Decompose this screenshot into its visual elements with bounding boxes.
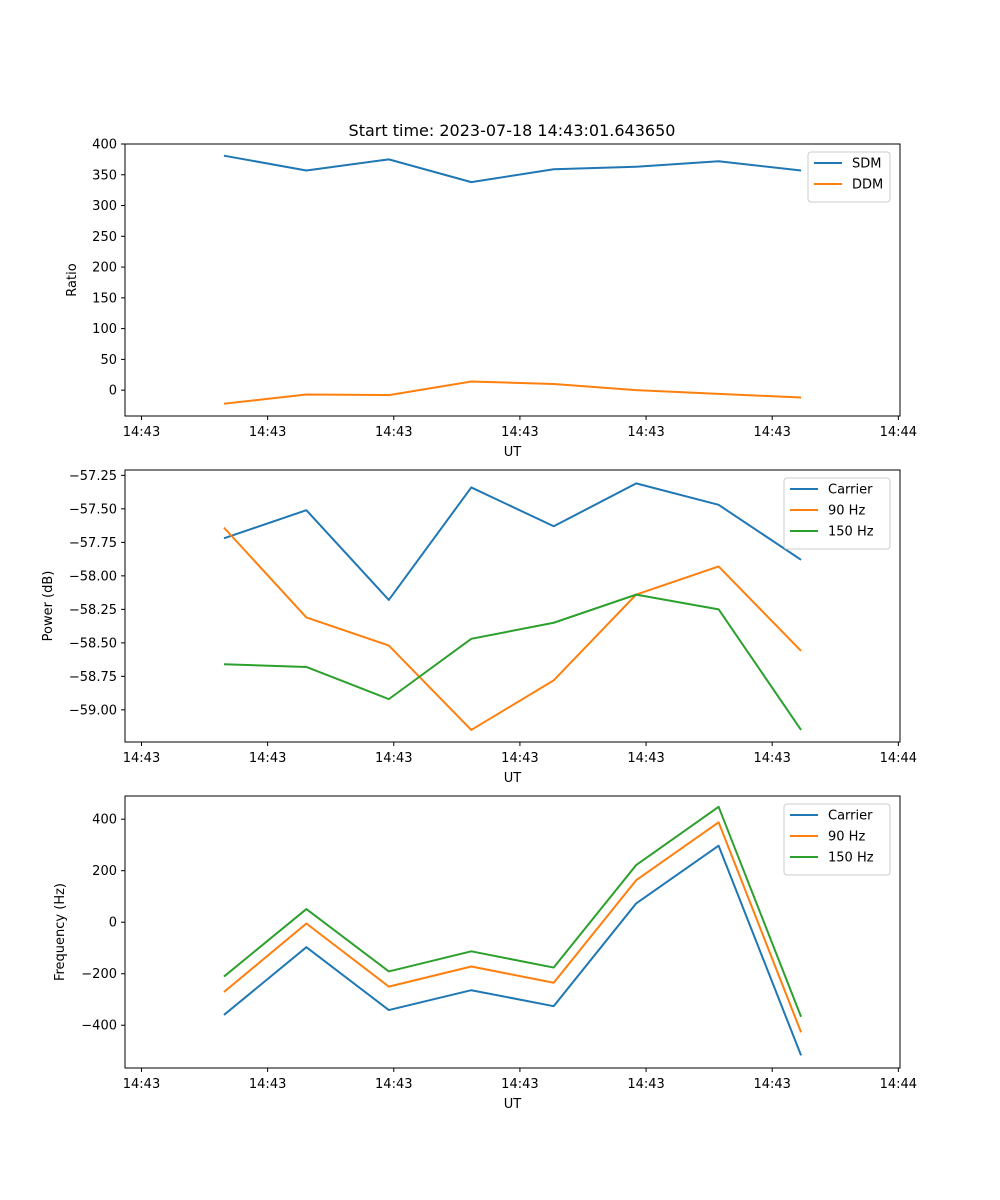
axes-frame <box>124 795 901 1069</box>
x-tick-label: 14:43 <box>375 1077 412 1092</box>
x-tick-label: 14:44 <box>880 1077 917 1092</box>
legend-label: DDM <box>852 178 883 193</box>
x-tick-label: 14:43 <box>753 751 790 766</box>
y-tick-label: 250 <box>92 230 117 245</box>
y-tick-label: −400 <box>81 1019 117 1034</box>
x-tick-label: 14:43 <box>123 1077 160 1092</box>
series-line-150-hz <box>223 593 802 731</box>
y-axis-label: Frequency (Hz) <box>53 883 68 981</box>
y-tick-label: −57.50 <box>69 502 117 517</box>
y-tick-label: 300 <box>92 199 117 214</box>
y-tick-label: 400 <box>92 138 117 153</box>
charts-container: 0 50 100 150 200 250 300 350 400 14:43 14:43 14:43 1… <box>41 138 917 1113</box>
series-line-carrier <box>223 844 802 1056</box>
y-tick-label: 0 <box>109 916 117 931</box>
legend-label: SDM <box>852 157 881 172</box>
y-tick-label: 150 <box>92 291 117 306</box>
y-tick-label: −58.75 <box>69 670 117 685</box>
legend-label: 150 Hz <box>828 851 874 866</box>
legend: SDM DDM <box>807 151 891 203</box>
legend-label: 150 Hz <box>828 525 874 540</box>
legend: Carrier 90 Hz 150 Hz <box>783 477 891 550</box>
x-tick-label: 14:43 <box>249 425 286 440</box>
y-tick-label: 400 <box>92 813 117 828</box>
x-tick-label: 14:43 <box>501 1077 538 1092</box>
y-axis-label: Ratio <box>65 263 80 296</box>
chart-panel-3: −400 −200 0 200 400 14:43 14:43 14:43 14:43 14:43… <box>53 795 917 1112</box>
chart-title: Start time: 2023-07-18 14:43:01.643650 <box>349 121 676 140</box>
series-line-ddm <box>223 380 802 405</box>
x-tick-label: 14:43 <box>249 751 286 766</box>
x-axis-label: UT <box>504 1097 522 1112</box>
x-tick-label: 14:43 <box>501 751 538 766</box>
y-tick-label: −58.00 <box>69 569 117 584</box>
y-tick-label: −200 <box>81 967 117 982</box>
y-tick-label: 200 <box>92 864 117 879</box>
x-tick-label: 14:43 <box>123 751 160 766</box>
chart-panel-1: 0 50 100 150 200 250 300 350 400 14:43 14:43 14:43 1… <box>65 138 917 461</box>
y-tick-label: 200 <box>92 261 117 276</box>
series-line-90-hz <box>223 821 802 1033</box>
axes-frame <box>124 143 901 417</box>
y-tick-label: −58.50 <box>69 636 117 651</box>
x-tick-label: 14:43 <box>123 425 160 440</box>
series-line-carrier <box>223 482 802 601</box>
x-axis-label: UT <box>504 771 522 786</box>
series-line-sdm <box>223 154 802 184</box>
x-tick-label: 14:43 <box>375 751 412 766</box>
x-tick-label: 14:43 <box>753 1077 790 1092</box>
x-tick-label: 14:43 <box>501 425 538 440</box>
legend: Carrier 90 Hz 150 Hz <box>783 803 891 876</box>
x-tick-label: 14:44 <box>880 425 917 440</box>
y-tick-label: 350 <box>92 168 117 183</box>
series-line-150-hz <box>223 805 802 1018</box>
y-tick-label: −57.75 <box>69 536 117 551</box>
legend-label: Carrier <box>828 809 873 824</box>
legend-box <box>807 151 891 203</box>
axes-frame <box>124 469 901 743</box>
y-axis-label: Power (dB) <box>41 571 56 642</box>
x-tick-label: 14:43 <box>627 751 664 766</box>
y-tick-label: −57.25 <box>69 469 117 484</box>
legend-label: 90 Hz <box>828 504 865 519</box>
y-tick-label: 50 <box>100 353 117 368</box>
x-axis-label: UT <box>504 445 522 460</box>
x-tick-label: 14:44 <box>880 751 917 766</box>
chart-panel-2: −59.00 −58.75 −58.50 −58.25 −58.00 −57.75 −57.… <box>41 469 917 786</box>
x-tick-label: 14:43 <box>375 425 412 440</box>
y-tick-label: 100 <box>92 322 117 337</box>
x-tick-label: 14:43 <box>627 425 664 440</box>
series-line-90-hz <box>223 526 802 731</box>
legend-label: Carrier <box>828 483 873 498</box>
y-tick-label: −58.25 <box>69 603 117 618</box>
legend-label: 90 Hz <box>828 830 865 845</box>
x-tick-label: 14:43 <box>753 425 790 440</box>
y-tick-label: −59.00 <box>69 703 117 718</box>
x-tick-label: 14:43 <box>249 1077 286 1092</box>
y-tick-label: 0 <box>109 384 117 399</box>
x-tick-label: 14:43 <box>627 1077 664 1092</box>
